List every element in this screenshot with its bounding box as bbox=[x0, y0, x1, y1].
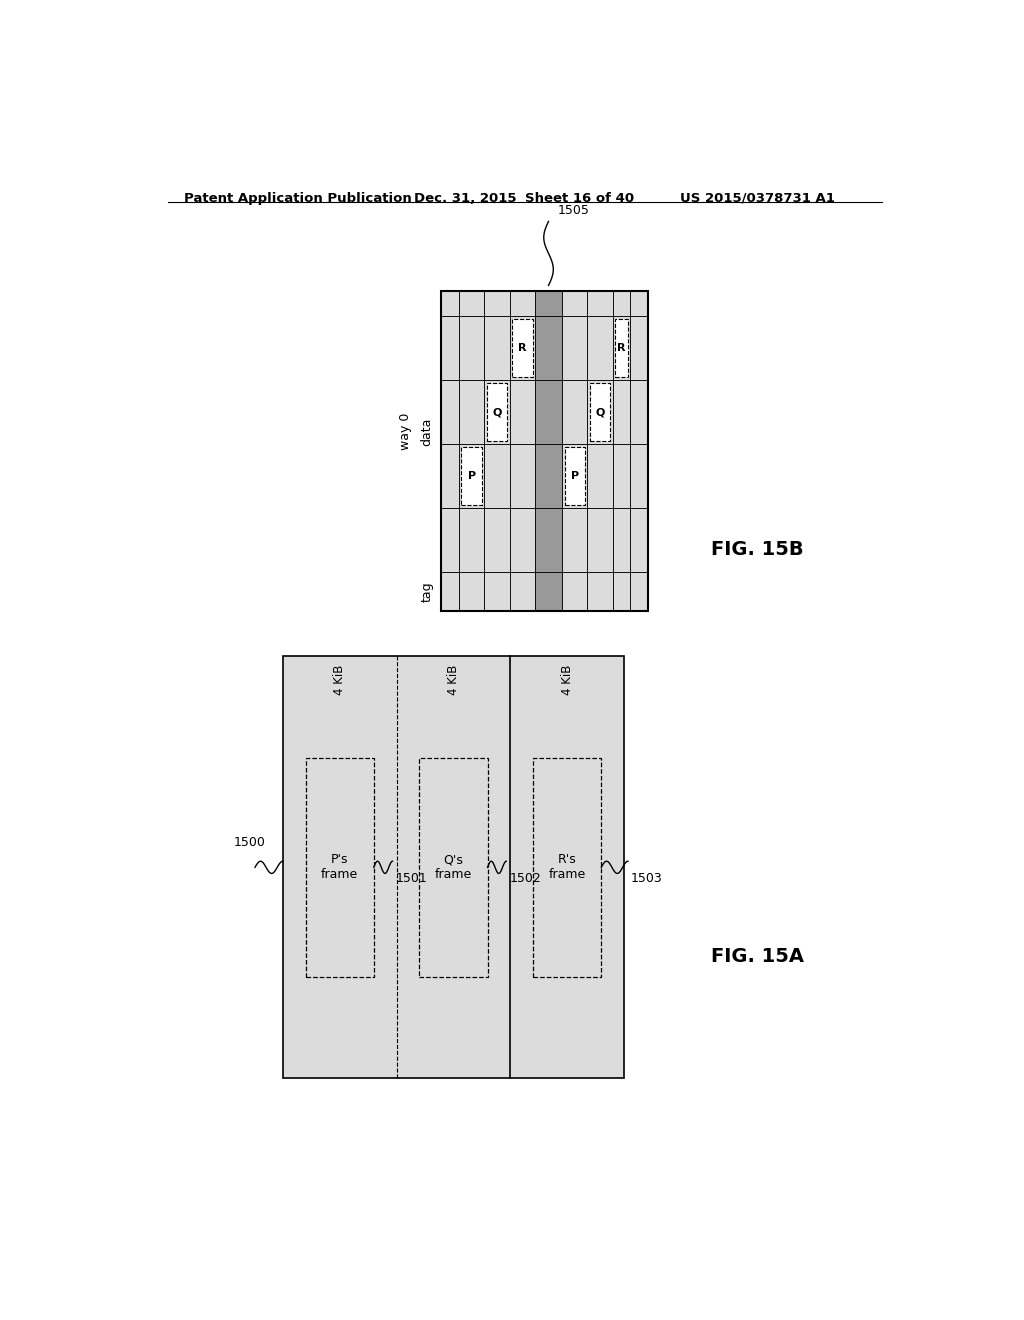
Bar bbox=[459, 445, 484, 508]
Bar bbox=[510, 290, 535, 317]
Text: FIG. 15B: FIG. 15B bbox=[712, 540, 804, 560]
Bar bbox=[562, 445, 588, 508]
Bar bbox=[441, 573, 459, 611]
Bar bbox=[612, 317, 631, 380]
Bar bbox=[441, 445, 459, 508]
Bar bbox=[484, 445, 510, 508]
Bar bbox=[484, 290, 510, 317]
Bar bbox=[510, 445, 535, 508]
Bar bbox=[305, 758, 374, 977]
Bar bbox=[588, 317, 612, 380]
Bar bbox=[534, 758, 601, 977]
Text: Patent Application Publication: Patent Application Publication bbox=[183, 191, 412, 205]
Bar bbox=[459, 508, 484, 573]
Bar bbox=[631, 380, 648, 445]
Bar bbox=[510, 508, 535, 573]
Text: R: R bbox=[617, 343, 626, 354]
Text: P: P bbox=[570, 471, 579, 482]
Text: Q: Q bbox=[595, 407, 605, 417]
Text: Dec. 31, 2015: Dec. 31, 2015 bbox=[414, 191, 516, 205]
Bar bbox=[615, 319, 628, 378]
Bar bbox=[588, 445, 612, 508]
Bar bbox=[535, 573, 562, 611]
Bar bbox=[631, 573, 648, 611]
Bar bbox=[535, 380, 562, 445]
Bar bbox=[484, 380, 510, 445]
Text: P: P bbox=[468, 471, 476, 482]
Text: Q's
frame: Q's frame bbox=[435, 853, 472, 882]
Bar bbox=[535, 290, 562, 317]
Bar bbox=[441, 317, 459, 380]
Bar bbox=[459, 317, 484, 380]
Bar bbox=[612, 508, 631, 573]
Bar bbox=[588, 508, 612, 573]
Bar bbox=[459, 380, 484, 445]
Text: R: R bbox=[518, 343, 526, 354]
Text: P's
frame: P's frame bbox=[321, 853, 358, 882]
Text: Sheet 16 of 40: Sheet 16 of 40 bbox=[524, 191, 634, 205]
Bar bbox=[441, 380, 459, 445]
Text: 1502: 1502 bbox=[510, 873, 542, 886]
Bar bbox=[612, 380, 631, 445]
Bar bbox=[535, 508, 562, 573]
Bar bbox=[459, 290, 484, 317]
Text: 1505: 1505 bbox=[558, 205, 590, 218]
Bar bbox=[631, 290, 648, 317]
Text: FIG. 15A: FIG. 15A bbox=[712, 946, 804, 966]
Bar bbox=[612, 573, 631, 611]
Bar bbox=[510, 573, 535, 611]
Text: Q: Q bbox=[493, 407, 502, 417]
Bar bbox=[441, 508, 459, 573]
Bar bbox=[564, 447, 585, 506]
Bar bbox=[631, 317, 648, 380]
Bar bbox=[588, 573, 612, 611]
Bar bbox=[419, 758, 487, 977]
Bar bbox=[612, 445, 631, 508]
Text: 4 KiB: 4 KiB bbox=[446, 664, 460, 694]
Bar bbox=[562, 573, 588, 611]
Bar bbox=[588, 380, 612, 445]
Bar bbox=[462, 447, 482, 506]
Bar bbox=[510, 380, 535, 445]
Bar bbox=[535, 317, 562, 380]
Bar bbox=[590, 383, 610, 441]
Bar bbox=[612, 290, 631, 317]
Text: 4 KiB: 4 KiB bbox=[560, 664, 573, 694]
Bar bbox=[631, 445, 648, 508]
Bar bbox=[512, 319, 532, 378]
Text: data: data bbox=[421, 417, 434, 446]
Text: 4 KiB: 4 KiB bbox=[333, 664, 346, 694]
Bar bbox=[588, 290, 612, 317]
Text: 1501: 1501 bbox=[395, 873, 427, 886]
Bar bbox=[283, 656, 624, 1078]
Bar bbox=[562, 317, 588, 380]
Bar bbox=[562, 508, 588, 573]
Bar bbox=[441, 290, 459, 317]
Bar bbox=[484, 573, 510, 611]
Text: US 2015/0378731 A1: US 2015/0378731 A1 bbox=[680, 191, 835, 205]
Bar bbox=[441, 290, 648, 611]
Bar bbox=[459, 573, 484, 611]
Bar bbox=[510, 317, 535, 380]
Text: 1500: 1500 bbox=[233, 836, 265, 849]
Text: way 0: way 0 bbox=[399, 413, 413, 450]
Bar bbox=[486, 383, 507, 441]
Bar bbox=[562, 290, 588, 317]
Bar bbox=[484, 508, 510, 573]
Text: R's
frame: R's frame bbox=[549, 853, 586, 882]
Bar bbox=[562, 380, 588, 445]
Bar bbox=[535, 445, 562, 508]
Text: tag: tag bbox=[421, 581, 434, 602]
Bar bbox=[631, 508, 648, 573]
Text: 1503: 1503 bbox=[631, 873, 663, 886]
Bar bbox=[484, 317, 510, 380]
